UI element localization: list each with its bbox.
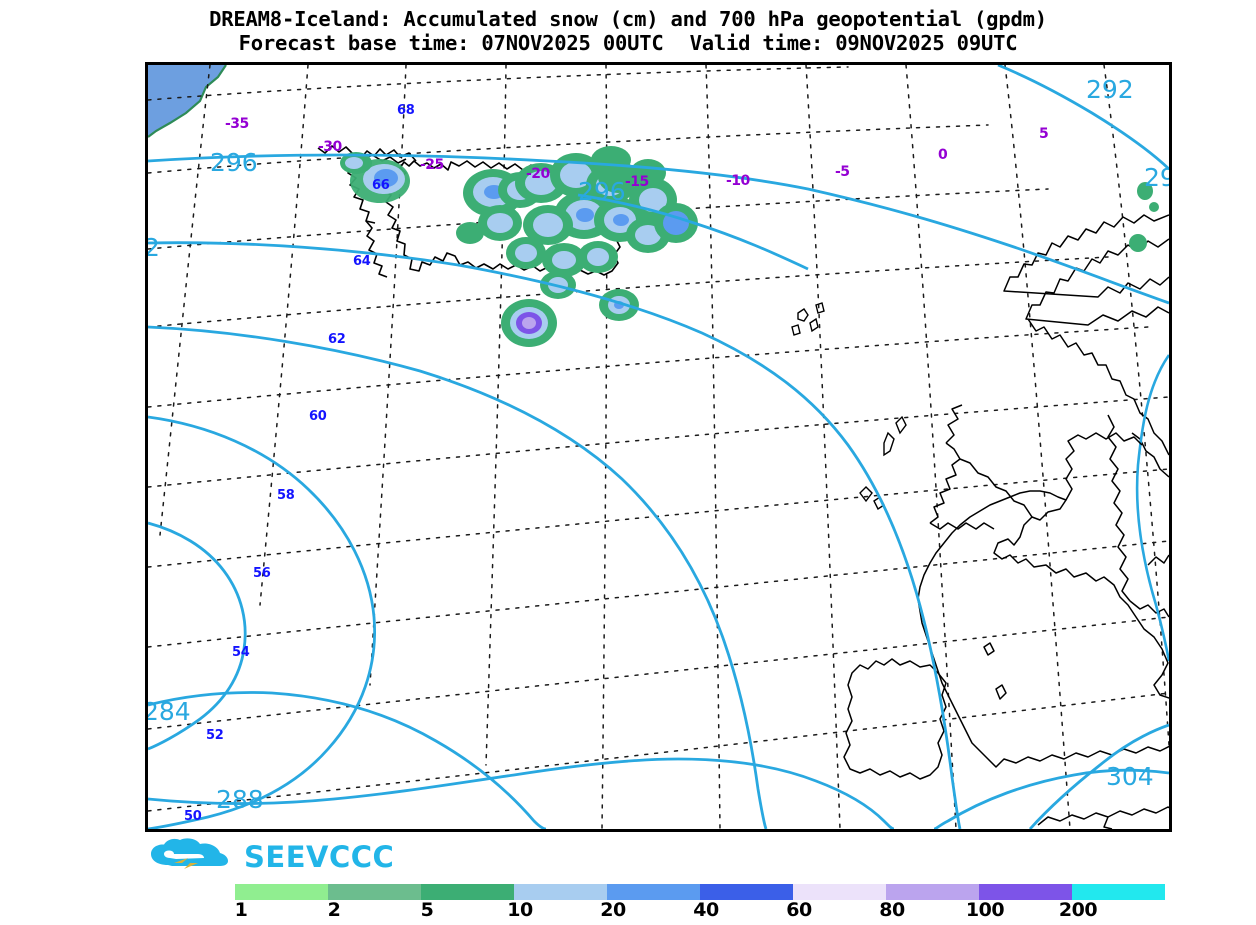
colorbar-tick-80: 80 xyxy=(879,899,905,921)
chart-title-block: DREAM8-Iceland: Accumulated snow (cm) an… xyxy=(0,7,1256,56)
cloud-icon xyxy=(151,838,228,869)
arrow-icon xyxy=(174,858,198,869)
colorbar-segment-0 xyxy=(235,884,328,900)
colorbar-tick-200: 200 xyxy=(1058,899,1098,921)
colorbar xyxy=(235,884,1165,900)
geopotential-contours xyxy=(148,65,1169,829)
colorbar-segment-2 xyxy=(421,884,514,900)
colorbar-tick-60: 60 xyxy=(786,899,812,921)
snow-patch-katla-maximum xyxy=(501,299,557,347)
longitude-meridians xyxy=(159,65,1169,829)
snow-patch-north-central xyxy=(456,163,567,244)
british-isles-coastline xyxy=(843,404,1169,829)
colorbar-segment-3 xyxy=(514,884,607,900)
seevccc-logo: SEEVCCC xyxy=(148,836,394,878)
colorbar-segment-9 xyxy=(1072,884,1165,900)
snow-patch-northeast xyxy=(506,153,698,277)
norway-snow-patch xyxy=(1129,182,1159,252)
colorbar-tick-10: 10 xyxy=(507,899,533,921)
colorbar-tick-5: 5 xyxy=(420,899,434,921)
snow-patch-nw xyxy=(340,152,410,203)
chart-subtitle: Forecast base time: 07NOV2025 00UTC Valid… xyxy=(0,30,1256,56)
colorbar-tick-2: 2 xyxy=(327,899,341,921)
forecast-base-time: Forecast base time: 07NOV2025 00UTC xyxy=(238,30,664,55)
page-title: DREAM8-Iceland: Accumulated snow (cm) an… xyxy=(209,7,1047,31)
latitude-parallels xyxy=(148,66,1169,812)
colorbar-segment-8 xyxy=(979,884,1072,900)
colorbar-tick-40: 40 xyxy=(693,899,719,921)
colorbar-segment-6 xyxy=(793,884,886,900)
map-canvas xyxy=(148,65,1169,829)
colorbar-strip xyxy=(235,884,1165,900)
greenland-landmass xyxy=(148,65,227,138)
snow-patch-south-coast xyxy=(599,289,639,321)
map-plot-area[interactable]: -35 -30 -25 -20 -15 -10 -5 0 5 68 66 64 … xyxy=(145,62,1172,832)
colorbar-tick-1: 1 xyxy=(234,899,248,921)
colorbar-tick-labels: 1 2 5 10 20 40 60 80 100 200 xyxy=(200,899,1200,925)
colorbar-segment-7 xyxy=(886,884,979,900)
colorbar-segment-1 xyxy=(328,884,421,900)
colorbar-tick-20: 20 xyxy=(600,899,626,921)
shetland-orkney-islands xyxy=(859,415,907,511)
colorbar-segment-5 xyxy=(700,884,793,900)
valid-time: Valid time: 09NOV2025 09UTC xyxy=(689,30,1018,55)
snow-accumulation-field xyxy=(340,146,698,347)
faroe-islands xyxy=(791,302,825,336)
logo-text: SEEVCCC xyxy=(244,839,395,874)
colorbar-tick-100: 100 xyxy=(965,899,1005,921)
scandinavia-geopotential-contour xyxy=(1135,354,1169,662)
colorbar-segment-4 xyxy=(607,884,700,900)
